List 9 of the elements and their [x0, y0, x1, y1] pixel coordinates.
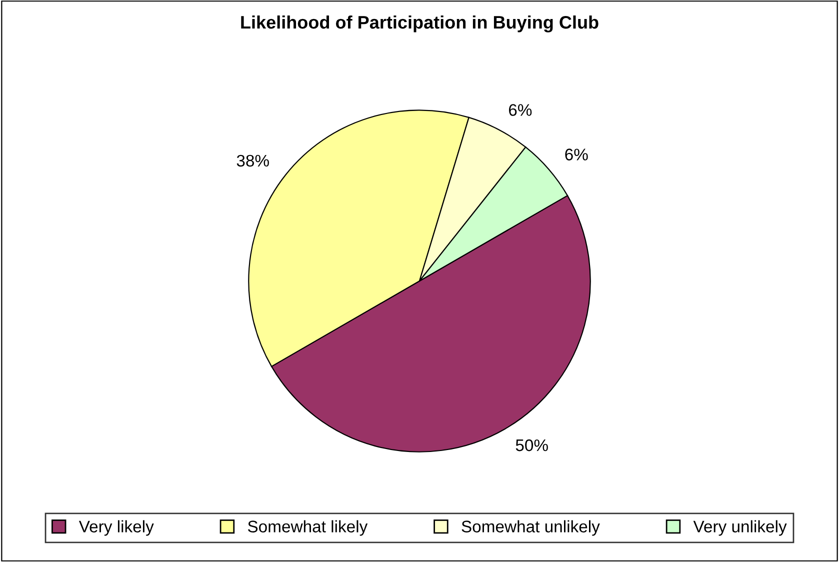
legend-label: Somewhat likely — [248, 520, 368, 536]
data-label: 50% — [516, 439, 548, 452]
data-label: 38% — [236, 154, 269, 167]
data-label: 6% — [565, 148, 588, 160]
chart-title: Likelihood of Participation in Buying Club — [241, 15, 598, 32]
data-label: 6% — [509, 104, 532, 116]
legend-label: Somewhat unlikely — [462, 520, 600, 536]
legend-label: Very unlikely — [693, 520, 787, 536]
legend-label: Very likely — [78, 520, 154, 536]
